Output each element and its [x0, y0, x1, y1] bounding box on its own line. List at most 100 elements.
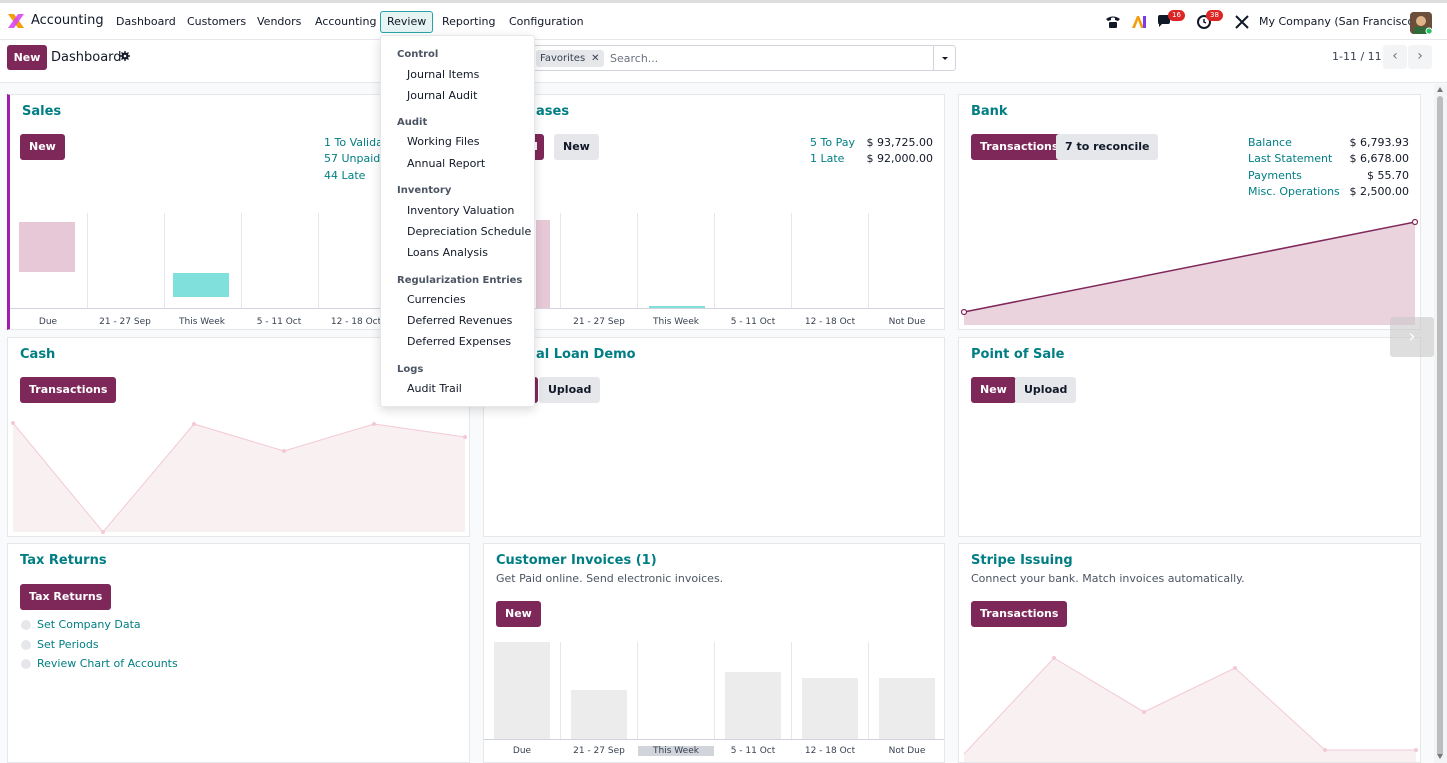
set-company-data-link[interactable]: Set Company Data [37, 618, 141, 631]
x-axis-label: Not Due [888, 317, 926, 327]
reconcile-button[interactable]: 7 to reconcile [1056, 134, 1159, 160]
ai-icon[interactable] [1130, 13, 1148, 31]
card-title[interactable]: Customer Invoices (1) [496, 553, 657, 568]
menu-item-currencies[interactable]: Currencies [407, 293, 466, 306]
loan-upload-button[interactable]: Upload [539, 377, 601, 403]
search-options-toggle[interactable] [933, 46, 955, 70]
pager-value[interactable]: 1-11 / 11 [1332, 50, 1382, 63]
accounting-logo-icon[interactable] [7, 12, 25, 30]
sales-new-button[interactable]: New [20, 134, 65, 160]
phone-icon[interactable] [1104, 13, 1122, 31]
menu-item-inventory-valuation[interactable]: Inventory Valuation [407, 204, 515, 217]
favorites-facet[interactable]: Favorites ✕ [536, 50, 604, 67]
menu-vendors[interactable]: Vendors [257, 15, 302, 28]
menu-item-journal-items[interactable]: Journal Items [407, 68, 480, 81]
menu-item-deferred-expenses[interactable]: Deferred Expenses [407, 335, 512, 348]
card-title[interactable]: Tax Returns [20, 553, 107, 568]
card-title[interactable]: ases [536, 104, 570, 119]
x-axis-label: Due [512, 746, 532, 756]
balance-link[interactable]: Balance [1248, 136, 1292, 149]
scroll-thumb[interactable] [1437, 96, 1443, 756]
step-status-icon [21, 640, 31, 650]
menu-item-journal-audit[interactable]: Journal Audit [407, 89, 478, 102]
card-title[interactable]: Bank [971, 104, 1008, 119]
card-title[interactable]: Stripe Issuing [971, 553, 1073, 568]
balance-value: $ 6,793.93 [1349, 136, 1409, 149]
menu-item-annual-report[interactable]: Annual Report [407, 157, 486, 170]
search-input[interactable]: Search... [610, 52, 659, 65]
pos-new-button[interactable]: New [971, 377, 1016, 403]
card-title[interactable]: Point of Sale [971, 347, 1065, 362]
chart-bar [725, 672, 781, 739]
x-axis-label: 12 - 18 Oct [804, 317, 856, 327]
card-title[interactable]: al Loan Demo [536, 347, 636, 362]
x-axis-label: This Week [179, 317, 225, 327]
card-title[interactable]: Cash [20, 347, 56, 362]
cash-transactions-button[interactable]: Transactions [20, 377, 117, 403]
x-axis-label: This Week [653, 317, 699, 327]
menu-reporting[interactable]: Reporting [442, 15, 496, 28]
card-subtitle: Get Paid online. Send electronic invoice… [496, 572, 724, 585]
invoices-new-button[interactable]: New [496, 601, 541, 627]
breadcrumb: Dashboard [51, 50, 122, 65]
misc-operations-link[interactable]: Misc. Operations [1248, 185, 1340, 198]
chart-bar [571, 690, 627, 739]
menu-section-header: Control [397, 49, 439, 60]
gear-icon[interactable] [120, 51, 130, 61]
last-statement-link[interactable]: Last Statement [1248, 152, 1333, 165]
messages-icon[interactable] [1156, 13, 1174, 31]
scroll-down-icon[interactable] [1437, 754, 1443, 759]
company-switcher[interactable]: My Company (San Francisco) [1259, 15, 1419, 28]
vertical-scrollbar[interactable] [1434, 84, 1447, 763]
card-title[interactable]: Sales [22, 104, 62, 119]
purchases-new-button[interactable]: New [554, 134, 599, 160]
review-chart-of-accounts-link[interactable]: Review Chart of Accounts [37, 657, 178, 670]
sales-unpaid-link[interactable]: 57 Unpaid [324, 152, 381, 165]
sales-late-link[interactable]: 44 Late [324, 169, 366, 182]
bank-transactions-button[interactable]: Transactions [971, 134, 1068, 160]
menu-section-header: Inventory [397, 185, 452, 196]
late-link[interactable]: 1 Late [810, 152, 845, 165]
pos-upload-button[interactable]: Upload [1015, 377, 1077, 403]
menu-accounting[interactable]: Accounting [315, 15, 377, 28]
pager-previous-button[interactable]: ‹ [1383, 45, 1407, 69]
set-periods-link[interactable]: Set Periods [37, 638, 99, 651]
menu-customers[interactable]: Customers [187, 15, 247, 28]
scroll-up-icon[interactable] [1437, 87, 1443, 92]
activity-clock-icon[interactable] [1196, 13, 1214, 31]
remove-facet-icon[interactable]: ✕ [591, 53, 600, 64]
menu-review[interactable]: Review [380, 11, 434, 33]
payments-link[interactable]: Payments [1248, 169, 1302, 182]
cash-chart [11, 421, 467, 534]
menu-dashboard[interactable]: Dashboard [116, 15, 176, 28]
menu-section-header: Audit [397, 117, 428, 128]
user-avatar[interactable] [1410, 12, 1432, 34]
menu-item-audit-trail[interactable]: Audit Trail [407, 382, 462, 395]
menu-item-depreciation-schedule[interactable]: Depreciation Schedule [407, 225, 532, 238]
menu-configuration[interactable]: Configuration [509, 15, 584, 28]
facet-label: Favorites [540, 53, 586, 64]
stripe-chart [963, 656, 1418, 762]
chart-bar [649, 306, 705, 308]
stripe-transactions-button[interactable]: Transactions [971, 601, 1068, 627]
carousel-next-icon[interactable]: › [1390, 317, 1434, 357]
activity-badge: 38 [1206, 10, 1223, 21]
tax-returns-button[interactable]: Tax Returns [20, 584, 112, 610]
debug-tools-icon[interactable] [1233, 13, 1251, 31]
sales-to-validate-link[interactable]: 1 To Validat [324, 136, 388, 149]
new-button[interactable]: New [7, 45, 47, 70]
menu-item-working-files[interactable]: Working Files [407, 135, 480, 148]
review-dropdown-menu: Control Journal Items Journal Audit Audi… [380, 35, 535, 407]
pager-next-button[interactable]: › [1408, 45, 1432, 69]
search-bar[interactable]: Favorites ✕ Search... [527, 45, 956, 71]
app-name[interactable]: Accounting [31, 13, 104, 28]
payments-value: $ 55.70 [1367, 169, 1409, 182]
menu-item-deferred-revenues[interactable]: Deferred Revenues [407, 314, 513, 327]
caret-down-icon [942, 57, 948, 60]
menu-item-loans-analysis[interactable]: Loans Analysis [407, 246, 488, 259]
control-panel: New Dashboard Favorites ✕ Search... 1-11 … [0, 40, 1447, 83]
x-axis-label: This Week [638, 746, 714, 756]
chart-bar [19, 222, 75, 272]
to-pay-link[interactable]: 5 To Pay [810, 136, 855, 149]
x-axis-label: 21 - 27 Sep [573, 317, 625, 327]
